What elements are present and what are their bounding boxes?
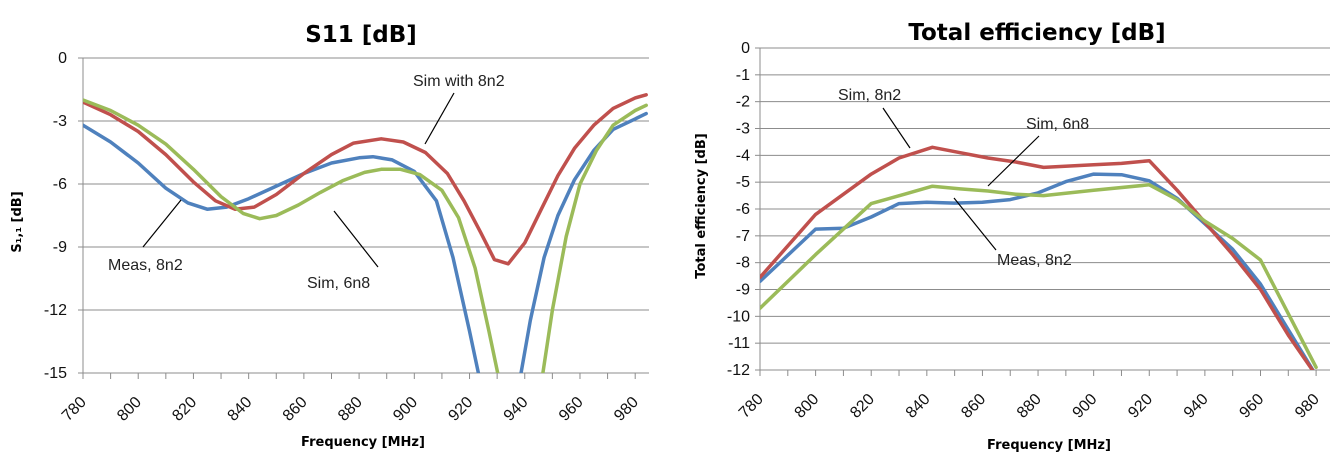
s11-y-axis-label: S₁,₁ [dB]: [10, 191, 25, 252]
annotation-leader-sim-8n2: [882, 107, 911, 149]
efficiency-chart-title: Total efficiency [dB]: [908, 20, 1165, 46]
series-sim-with-8n2: [83, 93, 648, 266]
y-tick-label: -10: [727, 308, 750, 325]
y-tick-label: -6: [53, 176, 67, 193]
efficiency-x-axis-label: Frequency [MHz]: [987, 438, 1111, 453]
x-tick-label: 880: [335, 394, 366, 425]
x-tick-label: 800: [792, 391, 823, 422]
x-tick-label: 980: [1292, 391, 1323, 422]
x-tick-label: 860: [280, 394, 311, 425]
annotation-sim-6n8-eff: Sim, 6n8: [1026, 116, 1089, 133]
series-sim-8n2: [760, 145, 1315, 370]
x-tick-label: 960: [1236, 391, 1267, 422]
y-tick-label: -4: [736, 147, 750, 164]
y-tick-label: 0: [741, 40, 750, 57]
s11-chart-title: S11 [dB]: [305, 22, 417, 48]
series-sim-6n8: [760, 183, 1318, 370]
y-tick-label: -12: [44, 302, 67, 319]
x-tick-label: 840: [903, 391, 934, 422]
s11-plot-area: [83, 93, 648, 373]
annotation-sim-with-8n2: Sim with 8n2: [413, 73, 505, 90]
y-tick-label: -5: [736, 174, 750, 191]
y-tick-label: -3: [736, 121, 750, 138]
efficiency-y-ticks: 0 -1 -2 -3 -4 -5 -6 -7 -8 -9 -10 -11 -12: [727, 40, 750, 379]
x-tick-label: 800: [114, 394, 145, 425]
efficiency-x-ticks: 780 800 820 840 860 880 900 920 940 960 980: [736, 391, 1323, 422]
efficiency-annotations: Sim, 8n2 Sim, 6n8 Meas, 8n2: [838, 87, 1089, 269]
y-tick-label: -1: [736, 67, 750, 84]
s11-x-ticks: 780 800 820 840 860 880 900 920 940 960 980: [59, 394, 642, 425]
x-tick-label: 820: [169, 394, 200, 425]
annotation-leader-sim-6n8-eff: [987, 135, 1040, 187]
x-tick-label: 780: [59, 394, 90, 425]
y-tick-label: -15: [44, 365, 67, 382]
x-tick-label: 960: [556, 394, 587, 425]
x-tick-label: 920: [445, 394, 476, 425]
x-tick-label: 940: [1181, 391, 1212, 422]
annotation-sim-6n8: Sim, 6n8: [307, 275, 370, 292]
annotation-leader-sim-6n8: [333, 210, 379, 268]
annotation-meas-8n2-eff: Meas, 8n2: [997, 252, 1072, 269]
series-meas-8n2: [83, 111, 648, 373]
s11-gridlines: [78, 57, 649, 379]
x-tick-label: 860: [958, 391, 989, 422]
y-tick-label: -12: [727, 362, 750, 379]
s11-x-axis-label: Frequency [MHz]: [301, 435, 425, 450]
s11-y-ticks: 0 -3 -6 -9 -12 -15: [44, 50, 67, 382]
y-tick-label: -6: [736, 201, 750, 218]
x-tick-label: 920: [1125, 391, 1156, 422]
y-tick-label: -7: [736, 228, 750, 245]
annotation-sim-8n2: Sim, 8n2: [838, 87, 901, 104]
s11-chart: S11 [dB] S₁,₁ [dB] Frequency [MHz] 0 -3 -6…: [10, 22, 649, 450]
s11-annotations: Sim with 8n2 Meas, 8n2 Sim, 6n8: [108, 73, 505, 292]
x-tick-label: 820: [847, 391, 878, 422]
efficiency-plot-area: [760, 145, 1318, 370]
x-tick-label: 980: [611, 394, 642, 425]
x-tick-label: 780: [736, 391, 767, 422]
annotation-leader-meas-8n2-eff: [953, 197, 997, 251]
y-tick-label: 0: [58, 50, 67, 67]
y-tick-label: -3: [53, 113, 67, 130]
y-tick-label: -8: [736, 255, 750, 272]
annotation-leader-sim-with-8n2: [424, 92, 455, 145]
series-sim-6n8: [83, 98, 648, 373]
annotation-leader-meas-8n2: [142, 199, 182, 248]
y-tick-label: -2: [736, 94, 750, 111]
series-meas-8n2: [760, 172, 1315, 370]
x-tick-label: 880: [1014, 391, 1045, 422]
efficiency-gridlines: [755, 47, 1330, 376]
efficiency-y-axis-label: Total efficiency [dB]: [694, 133, 709, 278]
efficiency-chart: Total efficiency [dB] Total efficiency […: [694, 20, 1330, 453]
y-tick-label: -9: [736, 282, 750, 299]
y-tick-label: -9: [53, 239, 67, 256]
x-tick-label: 900: [390, 394, 421, 425]
y-tick-label: -11: [728, 335, 750, 352]
x-tick-label: 940: [501, 394, 532, 425]
annotation-meas-8n2: Meas, 8n2: [108, 257, 183, 274]
x-tick-label: 900: [1070, 391, 1101, 422]
x-tick-label: 840: [225, 394, 256, 425]
